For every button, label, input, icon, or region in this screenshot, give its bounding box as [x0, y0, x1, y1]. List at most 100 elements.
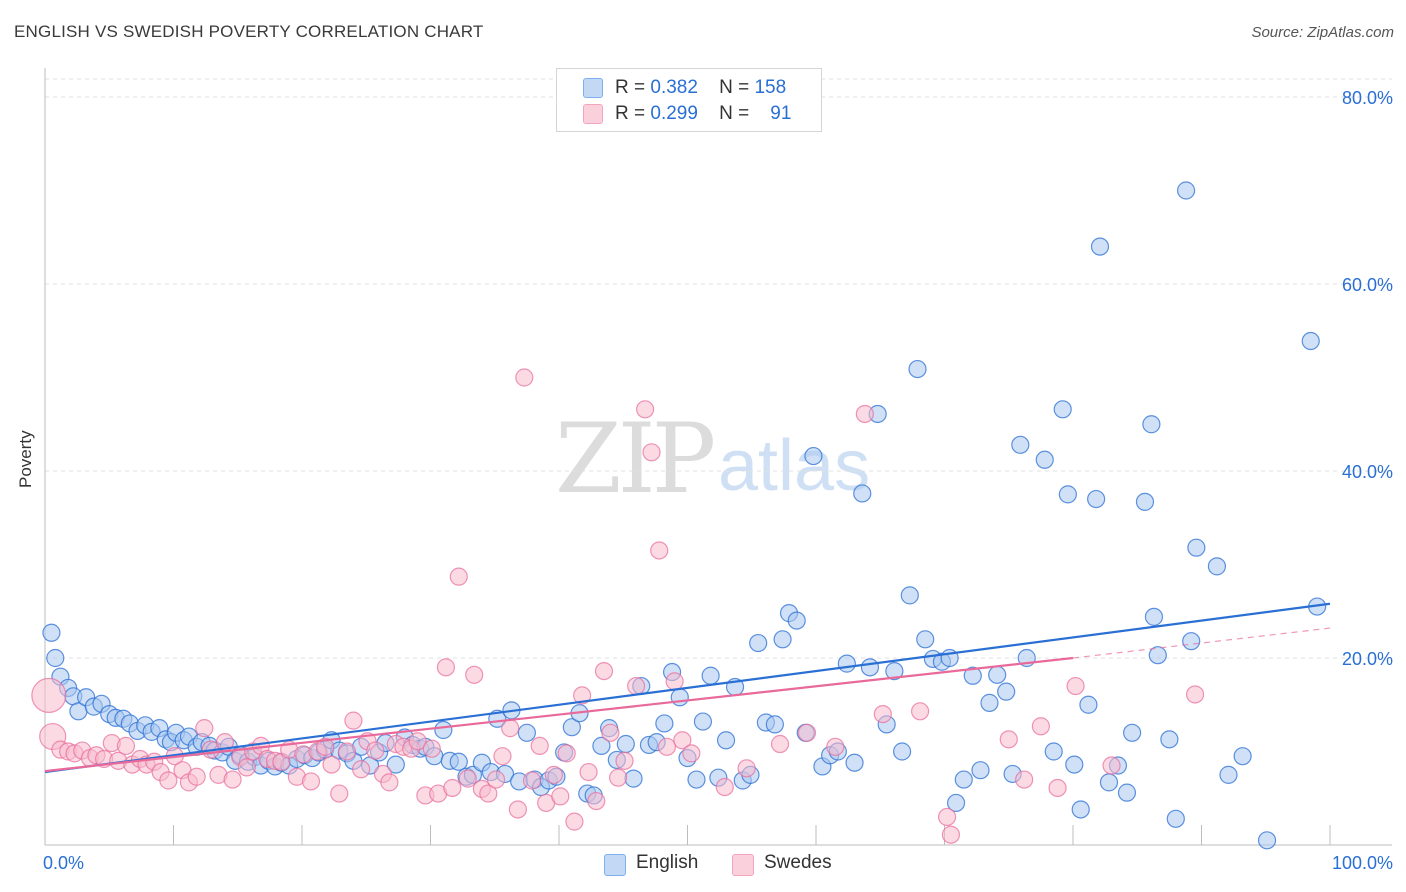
stats-legend: R = 0.382 N = 158 R = 0.299 N = 91 [556, 68, 822, 132]
english-legend-swatch [604, 854, 626, 876]
swede-point [422, 739, 441, 758]
swede-point [443, 778, 462, 798]
swede-point [1015, 770, 1034, 789]
english-point [1176, 181, 1196, 200]
swede-point [544, 765, 563, 784]
swede-point [493, 747, 512, 766]
swede-point [594, 661, 614, 681]
english-point [946, 793, 966, 813]
english-point [1187, 538, 1206, 557]
english-point [624, 769, 643, 788]
english-point [1135, 492, 1155, 511]
swede-point [322, 755, 341, 774]
swede-point [1185, 685, 1205, 704]
english-point [1044, 742, 1063, 761]
english-point [1148, 646, 1167, 665]
swede-point [826, 737, 845, 756]
english-point [787, 611, 806, 630]
swede-point [187, 767, 206, 786]
english-point [655, 714, 674, 733]
y-tick-label: 40.0% [1342, 462, 1393, 482]
swede-point [665, 672, 684, 691]
english-point [860, 658, 880, 677]
swede-point [770, 734, 790, 754]
n-label: N = [719, 77, 750, 98]
swede-point [715, 777, 734, 797]
english-point [892, 742, 912, 761]
source-label: Source: ZipAtlas.com [1251, 24, 1394, 41]
english-point [963, 666, 982, 685]
y-axis-label: Poverty [16, 430, 35, 488]
swede-point [116, 736, 136, 755]
english-point [971, 761, 990, 780]
english-point [916, 630, 935, 649]
swede-point [937, 807, 957, 827]
n-value-swedes: 91 [770, 103, 792, 124]
watermark-atlas: atlas [718, 426, 870, 506]
r-value-swedes: 0.299 [650, 103, 698, 124]
english-point [488, 709, 507, 728]
english-point [1053, 400, 1072, 419]
swede-point [941, 825, 961, 844]
swede-point [626, 676, 646, 696]
swede-point [337, 742, 357, 761]
english-point [1090, 237, 1110, 256]
english-point [517, 723, 536, 742]
english-point [1099, 773, 1119, 792]
r-label: R = [615, 103, 646, 124]
swede-point [301, 772, 321, 791]
r-label: R = [615, 77, 646, 98]
swede-point [522, 771, 542, 790]
english-point [693, 712, 713, 731]
swede-point [508, 800, 527, 819]
english-point [749, 633, 768, 653]
swede-point [479, 784, 498, 803]
swede-point [579, 762, 598, 782]
swede-point [458, 769, 477, 788]
english-point [1123, 723, 1142, 742]
english-point [853, 484, 872, 503]
y-tick-label: 20.0% [1342, 649, 1393, 669]
swede-point [449, 567, 468, 586]
watermark-zip: ZIP [555, 403, 714, 515]
english-point [900, 586, 919, 605]
english-legend-label: English [636, 852, 699, 873]
swede-point [573, 686, 592, 705]
grid-lines [45, 78, 1392, 659]
x-tick-label: 100.0% [1332, 853, 1393, 873]
chart-title: ENGLISH VS SWEDISH POVERTY CORRELATION C… [14, 22, 484, 41]
english-point [1142, 415, 1161, 434]
swede-point [682, 744, 701, 763]
swedes-swatch [583, 104, 603, 124]
english-point [954, 770, 973, 789]
swedes-legend-swatch [732, 854, 754, 876]
english-point [701, 666, 720, 685]
english-point [773, 630, 792, 649]
swede-point [408, 732, 427, 751]
english-point [1160, 730, 1179, 749]
english-swatch [583, 78, 603, 98]
english-point [997, 682, 1016, 701]
english-point [1071, 800, 1090, 819]
english-point [885, 661, 904, 681]
english-point [845, 753, 864, 772]
swede-point [515, 368, 534, 387]
english-point [1182, 632, 1201, 651]
english-point [1079, 695, 1098, 714]
swede-point [352, 760, 371, 779]
swede-point [557, 744, 576, 763]
english-point [687, 770, 706, 789]
swede-point [159, 771, 178, 790]
n-label: N = [719, 103, 750, 124]
swede-point [486, 770, 506, 789]
english-point [980, 693, 999, 712]
english-point [1219, 765, 1238, 784]
english-point [1011, 435, 1030, 454]
english-point [434, 720, 453, 740]
swede-point [797, 723, 817, 742]
english-point [1166, 809, 1185, 828]
swede-point [855, 404, 874, 424]
swede-point [587, 791, 606, 811]
swede-point [650, 541, 669, 560]
n-value-english: 158 [754, 77, 787, 98]
